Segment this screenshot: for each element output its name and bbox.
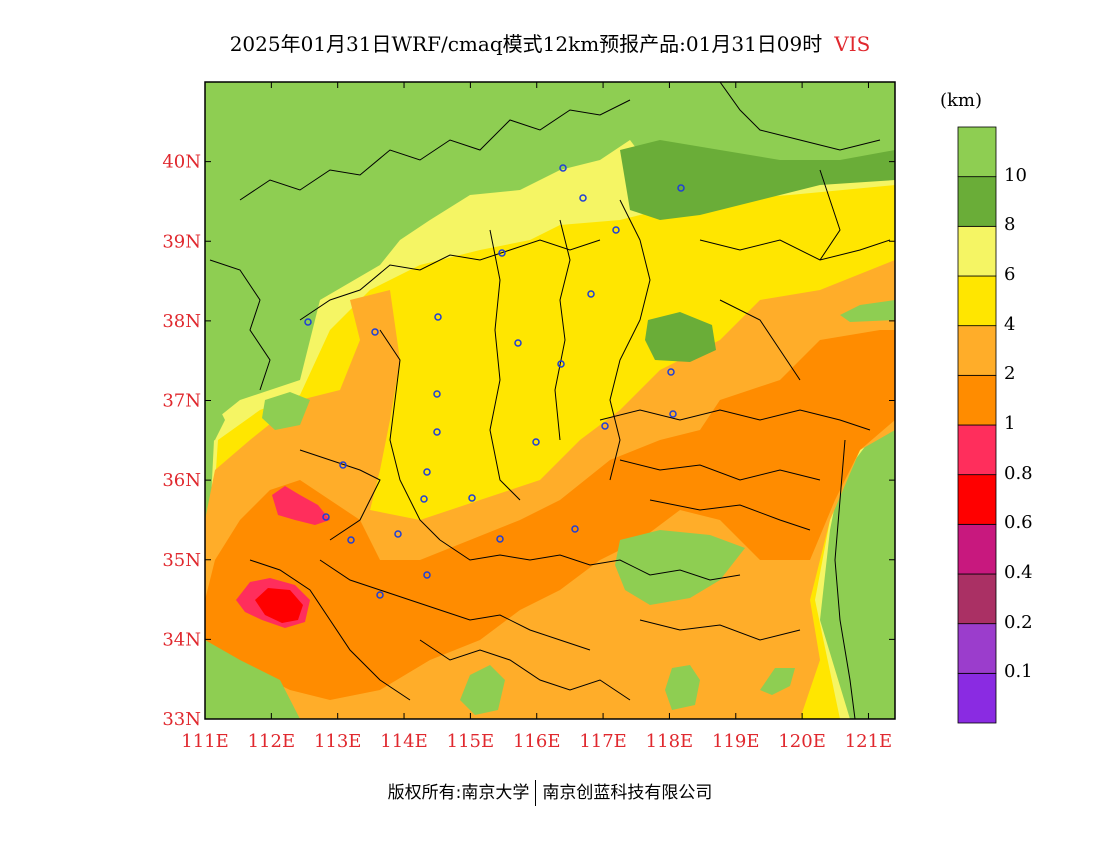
colorbar-swatch <box>958 624 996 674</box>
lat-tick-label: 35N <box>162 550 201 571</box>
lon-tick-label: 112E <box>248 731 296 752</box>
colorbar-swatch <box>958 326 996 376</box>
copyright-owner: 版权所有:南京大学 <box>388 783 530 803</box>
colorbar-swatch <box>958 276 996 326</box>
colorbar-label: 10 <box>1004 165 1027 186</box>
colorbar-label: 8 <box>1004 214 1015 235</box>
colorbar-swatch <box>958 524 996 574</box>
colorbar-swatch <box>958 127 996 177</box>
colorbar-label: 0.6 <box>1004 512 1033 533</box>
copyright-company: 南京创蓝科技有限公司 <box>542 783 712 803</box>
footer-separator <box>535 780 536 806</box>
lat-tick-label: 37N <box>162 391 201 412</box>
footer: 版权所有:南京大学 南京创蓝科技有限公司 <box>0 778 1100 806</box>
lat-tick-label: 39N <box>162 231 201 252</box>
colorbar-unit: (km) <box>940 90 982 111</box>
colorbar-swatch <box>958 673 996 723</box>
colorbar-label: 2 <box>1004 363 1015 384</box>
lon-tick-label: 116E <box>513 731 561 752</box>
lon-tick-label: 115E <box>447 731 495 752</box>
colorbar-label: 0.2 <box>1004 612 1033 633</box>
lon-tick-label: 119E <box>712 731 760 752</box>
colorbar-swatch <box>958 574 996 624</box>
colorbar <box>958 127 996 723</box>
colorbar-label: 6 <box>1004 264 1015 285</box>
colorbar-swatch <box>958 226 996 276</box>
lon-tick-label: 114E <box>380 731 428 752</box>
lat-tick-label: 38N <box>162 311 201 332</box>
map-field <box>205 82 895 719</box>
colorbar-label: 0.8 <box>1004 463 1033 484</box>
lon-tick-label: 117E <box>579 731 627 752</box>
colorbar-swatch <box>958 475 996 525</box>
lon-tick-label: 111E <box>181 731 229 752</box>
colorbar-swatch <box>958 425 996 475</box>
lat-tick-label: 34N <box>162 629 201 650</box>
colorbar-swatch <box>958 375 996 425</box>
lon-tick-label: 121E <box>845 731 893 752</box>
lon-tick-label: 118E <box>646 731 694 752</box>
colorbar-label: 0.1 <box>1004 661 1033 682</box>
lat-tick-label: 40N <box>162 152 201 173</box>
colorbar-swatch <box>958 177 996 227</box>
colorbar-label: 4 <box>1004 314 1015 335</box>
lon-tick-label: 120E <box>778 731 826 752</box>
lat-tick-label: 33N <box>162 709 201 730</box>
lon-tick-label: 113E <box>314 731 362 752</box>
lat-tick-label: 36N <box>162 470 201 491</box>
colorbar-label: 0.4 <box>1004 562 1033 583</box>
colorbar-label: 1 <box>1004 413 1015 434</box>
